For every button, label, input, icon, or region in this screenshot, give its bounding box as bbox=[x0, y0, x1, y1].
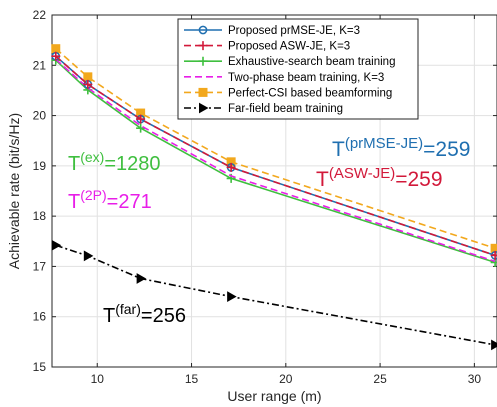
x-tick-label: 30 bbox=[468, 372, 482, 386]
legend-label: Exhaustive-search beam training bbox=[228, 56, 395, 68]
series-layer bbox=[51, 44, 497, 351]
legend-marker bbox=[198, 41, 208, 51]
y-axis-label: Achievable rate (bit/s/Hz) bbox=[6, 113, 22, 269]
annotation-label: T(ex)=1280 bbox=[68, 149, 161, 175]
series-point bbox=[51, 239, 62, 251]
x-tick-label: 20 bbox=[279, 372, 293, 386]
series-point bbox=[490, 243, 497, 253]
plot-frame bbox=[51, 14, 497, 368]
x-tick-label: 10 bbox=[91, 372, 105, 386]
annotation-label: T(prMSE-JE)=259 bbox=[332, 135, 470, 161]
legend-label: Proposed ASW-JE, K=3 bbox=[228, 41, 350, 53]
legend-item: Exhaustive-search beam training bbox=[184, 56, 395, 68]
series-point bbox=[83, 79, 93, 89]
x-tick-label: 25 bbox=[373, 372, 387, 386]
legend-label: Far-field beam training bbox=[228, 103, 343, 115]
legend-item: Proposed ASW-JE, K=3 bbox=[184, 41, 350, 53]
series-6 bbox=[51, 239, 497, 351]
y-tick-label: 22 bbox=[33, 8, 47, 22]
annotation-label: T(2P)=271 bbox=[68, 187, 152, 213]
legend-item: Proposed prMSE-JE, K=3 bbox=[184, 25, 360, 37]
series-point bbox=[51, 44, 61, 54]
legend-marker bbox=[199, 102, 209, 114]
series-point bbox=[136, 114, 146, 124]
legend-item: Two-phase beam training, K=3 bbox=[184, 72, 384, 84]
series-line bbox=[55, 58, 496, 263]
legend-item: Perfect-CSI based beamforming bbox=[184, 87, 392, 99]
legend: Proposed prMSE-JE, K=3 Proposed ASW-JE, K… bbox=[177, 18, 419, 120]
axes: 10 15 20 25 30 15 16 17 18 19 20 21 22 bbox=[33, 8, 497, 386]
legend-marker bbox=[198, 56, 208, 66]
x-axis-label: User range (m) bbox=[227, 388, 321, 404]
series-4 bbox=[55, 58, 496, 263]
legend-marker bbox=[198, 87, 208, 97]
y-tick-label: 18 bbox=[33, 209, 47, 223]
y-tick-label: 16 bbox=[33, 310, 47, 324]
series-point bbox=[83, 72, 93, 82]
series-point bbox=[136, 273, 147, 284]
series-2 bbox=[51, 51, 497, 260]
annotation-layer: T(prMSE-JE)=259 T(ASW-JE)=259 T(ex)=1280 T(… bbox=[68, 135, 470, 327]
legend-item: Far-field beam training bbox=[184, 102, 343, 115]
series-point bbox=[490, 250, 497, 260]
legend-label: Perfect-CSI based beamforming bbox=[228, 87, 392, 99]
y-tick-label: 15 bbox=[33, 360, 47, 374]
x-tick-label: 15 bbox=[185, 372, 199, 386]
annotation-label: T(ASW-JE)=259 bbox=[316, 165, 443, 191]
annotation-label: T(far)=256 bbox=[103, 301, 186, 327]
series-point bbox=[227, 291, 237, 302]
series-line bbox=[55, 48, 496, 250]
legend-label: Two-phase beam training, K=3 bbox=[228, 72, 384, 84]
series-point bbox=[83, 250, 94, 262]
legend-marker bbox=[198, 25, 208, 35]
series-point bbox=[226, 162, 236, 172]
y-tick-label: 21 bbox=[33, 58, 47, 72]
y-tick-label: 19 bbox=[33, 159, 47, 173]
legend-box bbox=[177, 18, 419, 120]
y-tick-label: 17 bbox=[33, 259, 47, 273]
series-point bbox=[491, 339, 497, 351]
y-tick-label: 20 bbox=[33, 109, 47, 123]
legend-label: Proposed prMSE-JE, K=3 bbox=[228, 25, 360, 37]
series-point bbox=[51, 51, 61, 61]
